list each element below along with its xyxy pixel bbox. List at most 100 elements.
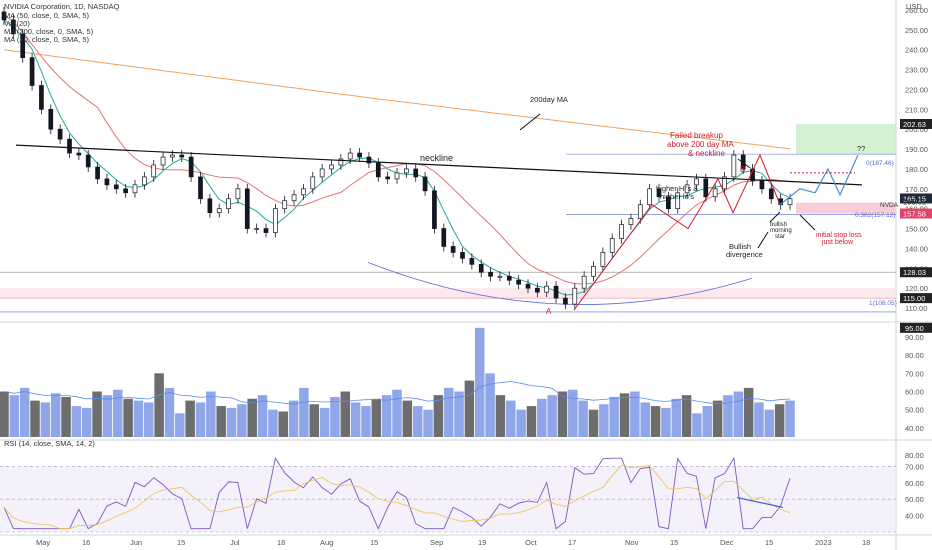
rsi-pane — [0, 456, 896, 533]
annotations: 200day MA neckline Failed breakup above … — [420, 95, 899, 316]
price-tick-label: 110.00 — [905, 304, 927, 313]
badge-support-115-bg — [900, 293, 932, 304]
candle-body — [57, 128, 63, 140]
candle-body — [581, 275, 587, 289]
volume-bar — [144, 402, 154, 437]
volume-bar — [506, 400, 516, 437]
volume-bar — [30, 400, 40, 437]
candle-body — [413, 168, 419, 178]
date-label: 2023 — [815, 538, 832, 547]
volume-bar — [350, 402, 361, 437]
arrow-200ma — [519, 113, 541, 131]
date-label: 18 — [277, 538, 285, 547]
annotation-higher-1: higher Hi's & — [656, 184, 698, 193]
candle-body — [29, 57, 35, 86]
volume-bar — [19, 387, 30, 437]
legend-volume: Vol (20) — [4, 19, 30, 28]
ma50-line — [3, 14, 791, 285]
date-label: Aug — [320, 538, 333, 547]
date-label: 15 — [670, 538, 678, 547]
rsi-tick-label: 50.00 — [905, 495, 924, 504]
candle-body — [113, 184, 119, 190]
volume-bar — [392, 389, 402, 437]
rsi-badge-text: 80.00 — [905, 451, 924, 460]
volume-bar — [61, 396, 71, 437]
rsi-axis: 70.00 60.00 50.00 40.00 80.00 — [905, 451, 924, 521]
chart-legend: NVIDIA Corporation, 1D, NASDAQ MA (50, c… — [4, 2, 120, 448]
volume-bar — [681, 395, 692, 437]
candle-body — [609, 238, 615, 253]
candlesticks[interactable] — [1, 6, 793, 310]
candle-body — [179, 154, 185, 158]
price-tick-label: 250.00 — [905, 26, 928, 35]
candle-body — [450, 246, 456, 253]
volume-bar — [495, 395, 506, 437]
volume-bar — [609, 396, 619, 437]
volume-bar — [743, 387, 754, 437]
volume-bar — [474, 327, 485, 437]
annotation-morning-2: morning — [770, 228, 792, 234]
candle-body — [132, 184, 138, 194]
volume-bar — [40, 402, 51, 437]
volume-bar — [288, 400, 299, 437]
candle-body — [666, 196, 671, 210]
annotation-morning-1: bullish — [770, 222, 787, 228]
candle-body — [600, 252, 606, 267]
volume-bar — [671, 398, 681, 437]
neckline — [15, 144, 863, 186]
candle-body — [478, 263, 484, 273]
rsi-ma-line — [3, 464, 791, 530]
volume-bar — [340, 391, 351, 437]
candle-body — [347, 152, 353, 160]
volume-tick-label: 80.00 — [905, 351, 924, 360]
volume-bar — [526, 406, 537, 437]
annotation-bullish-div-1: Bullish — [729, 242, 751, 251]
volume-bar — [423, 409, 433, 437]
fib-mid-label: 0.382(157.12) — [855, 212, 895, 219]
arrow-bullish — [757, 231, 769, 249]
arrow-stop — [799, 214, 816, 231]
candle-body — [394, 172, 400, 180]
candle-body — [104, 178, 110, 186]
candle-body — [488, 271, 493, 277]
trend-drawings[interactable] — [15, 113, 863, 311]
date-axis[interactable]: May 16 Jun 15 Jul 18 Aug 15 Sep 19 Oct 17 Nov 15 Dec 15… — [36, 538, 870, 547]
volume-bar — [547, 395, 557, 437]
volume-bar — [278, 411, 288, 437]
date-label: 15 — [370, 538, 378, 547]
volume-bar — [578, 400, 588, 437]
volume-bar — [185, 400, 195, 437]
volume-bar — [247, 398, 257, 437]
volume-tick-label: 60.00 — [905, 388, 924, 397]
candle-body — [432, 190, 437, 229]
rsi-tick-label: 60.00 — [905, 479, 924, 488]
date-label: Nov — [625, 538, 639, 547]
candle-body — [768, 188, 774, 200]
candle-body — [235, 188, 241, 200]
badge-support-115-text: 115.00 — [903, 294, 925, 303]
legend-ma200: MA (200, close, 0, SMA, 5) — [4, 27, 94, 36]
date-label: 19 — [478, 538, 486, 547]
volume-bar — [650, 406, 661, 437]
stop-zone — [796, 202, 896, 214]
candle-body — [563, 297, 568, 305]
date-label: Dec — [720, 538, 734, 547]
price-axis[interactable]: USD 260.00 250.00 240.00 230.00 220.00 210.00… — [905, 2, 928, 313]
volume-bar — [299, 387, 309, 437]
volume-bar — [226, 407, 237, 437]
volume-bar — [712, 400, 723, 437]
volume-bar — [268, 409, 278, 437]
volume-bar — [630, 391, 640, 437]
volume-bar — [433, 395, 444, 437]
ma200-line — [3, 49, 791, 150]
candle-body — [628, 218, 634, 225]
candle-body — [497, 275, 503, 278]
volume-bar — [123, 398, 133, 437]
candle-body — [572, 287, 578, 305]
badge-stop-bg — [900, 208, 932, 219]
candle-body — [160, 156, 166, 166]
volume-bar — [371, 398, 382, 437]
volume-bar — [71, 406, 82, 437]
volume-bar — [454, 391, 464, 437]
